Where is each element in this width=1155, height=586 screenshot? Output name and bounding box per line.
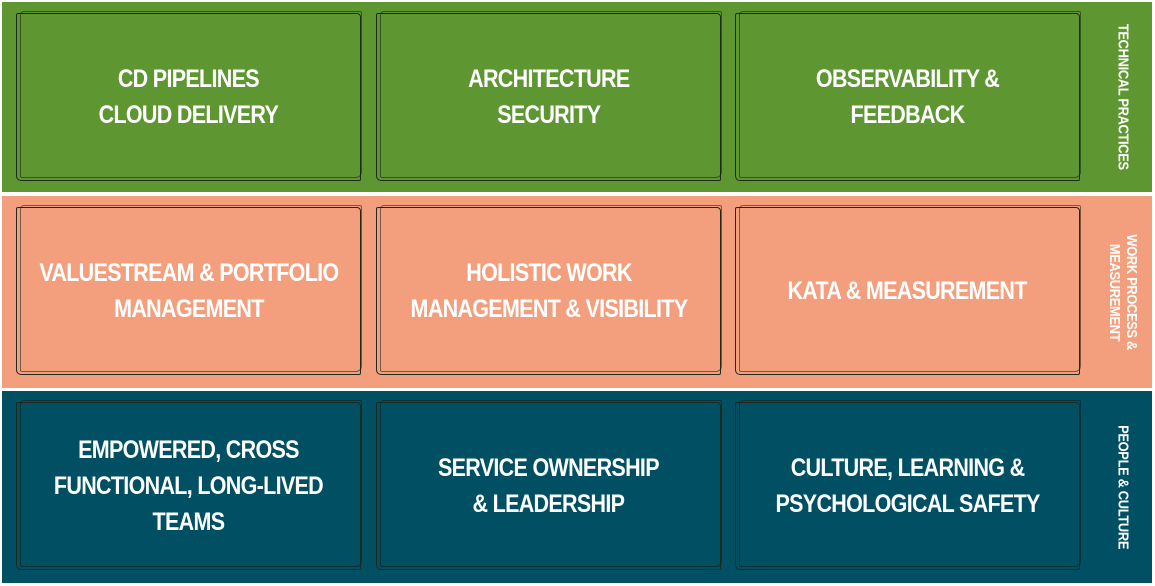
side-label-text: PEOPLE & CULTURE xyxy=(1115,425,1132,549)
cell-empowered-teams: EMPOWERED, CROSS FUNCTIONAL, LONG-LIVED … xyxy=(16,400,362,570)
cell-line: FEEDBACK xyxy=(850,101,966,129)
cell-line: EMPOWERED, CROSS xyxy=(78,436,299,464)
cell-line: VALUESTREAM & PORTFOLIO xyxy=(38,259,339,287)
cell-line: TEAMS xyxy=(152,508,226,536)
cell-service-ownership: SERVICE OWNERSHIP & LEADERSHIP xyxy=(376,400,722,570)
cell-line: CULTURE, LEARNING & xyxy=(790,454,1025,482)
side-label-line: TECHNICAL PRACTICES xyxy=(1114,24,1132,170)
layer-side-label: PEOPLE & CULTURE xyxy=(1094,391,1152,583)
cell-holistic-work: HOLISTIC WORK MANAGEMENT & VISIBILITY xyxy=(376,205,722,375)
cell-line: SERVICE OWNERSHIP xyxy=(438,454,660,482)
cell-kata: KATA & MEASUREMENT xyxy=(735,205,1081,375)
cell-architecture: ARCHITECTURE SECURITY xyxy=(376,11,722,181)
layer-side-label: WORK PROCESS & MEASUREMENT xyxy=(1094,196,1152,388)
cell-line: ARCHITECTURE xyxy=(467,65,630,93)
layer-side-label: TECHNICAL PRACTICES xyxy=(1094,2,1152,192)
cell-cd-pipelines: CD PIPELINES CLOUD DELIVERY xyxy=(16,11,362,181)
cell-line: HOLISTIC WORK xyxy=(465,259,632,287)
cell-line: FUNCTIONAL, LONG-LIVED xyxy=(53,472,324,500)
cell-label: ARCHITECTURE SECURITY xyxy=(467,61,630,133)
cell-label: EMPOWERED, CROSS FUNCTIONAL, LONG-LIVED … xyxy=(53,432,324,540)
cell-valuestream: VALUESTREAM & PORTFOLIO MANAGEMENT xyxy=(16,205,362,375)
cell-observability: OBSERVABILITY & FEEDBACK xyxy=(735,11,1081,181)
cell-line: KATA & MEASUREMENT xyxy=(787,277,1028,305)
cell-label: HOLISTIC WORK MANAGEMENT & VISIBILITY xyxy=(410,255,688,327)
cell-line: & LEADERSHIP xyxy=(472,490,626,518)
technical-practices-layer: CD PIPELINES CLOUD DELIVERY ARCHITECTURE… xyxy=(2,2,1152,192)
cell-line: SECURITY xyxy=(496,101,601,129)
cell-line: CD PIPELINES xyxy=(117,65,260,93)
cell-line: MANAGEMENT & VISIBILITY xyxy=(410,295,688,323)
cell-label: KATA & MEASUREMENT xyxy=(787,273,1028,309)
people-culture-layer: EMPOWERED, CROSS FUNCTIONAL, LONG-LIVED … xyxy=(2,391,1152,583)
cell-culture-learning: CULTURE, LEARNING & PSYCHOLOGICAL SAFETY xyxy=(735,400,1081,570)
cell-line: PSYCHOLOGICAL SAFETY xyxy=(775,490,1040,518)
side-label-line: WORK PROCESS & xyxy=(1123,234,1140,350)
cell-label: CULTURE, LEARNING & PSYCHOLOGICAL SAFETY xyxy=(775,450,1040,522)
cell-line: OBSERVABILITY & xyxy=(815,65,1000,93)
cell-label: SERVICE OWNERSHIP & LEADERSHIP xyxy=(438,450,660,522)
cell-line: CLOUD DELIVERY xyxy=(98,101,279,129)
side-label-text: WORK PROCESS & MEASUREMENT xyxy=(1106,234,1140,350)
cell-label: CD PIPELINES CLOUD DELIVERY xyxy=(99,61,279,133)
side-label-line: MEASUREMENT xyxy=(1106,243,1123,341)
cell-label: OBSERVABILITY & FEEDBACK xyxy=(815,61,1000,133)
side-label-line: PEOPLE & CULTURE xyxy=(1114,424,1132,549)
side-label-text: TECHNICAL PRACTICES xyxy=(1115,24,1132,170)
cell-line: MANAGEMENT xyxy=(113,295,264,323)
work-process-layer: VALUESTREAM & PORTFOLIO MANAGEMENT HOLIS… xyxy=(2,196,1152,388)
cell-label: VALUESTREAM & PORTFOLIO MANAGEMENT xyxy=(38,255,339,327)
